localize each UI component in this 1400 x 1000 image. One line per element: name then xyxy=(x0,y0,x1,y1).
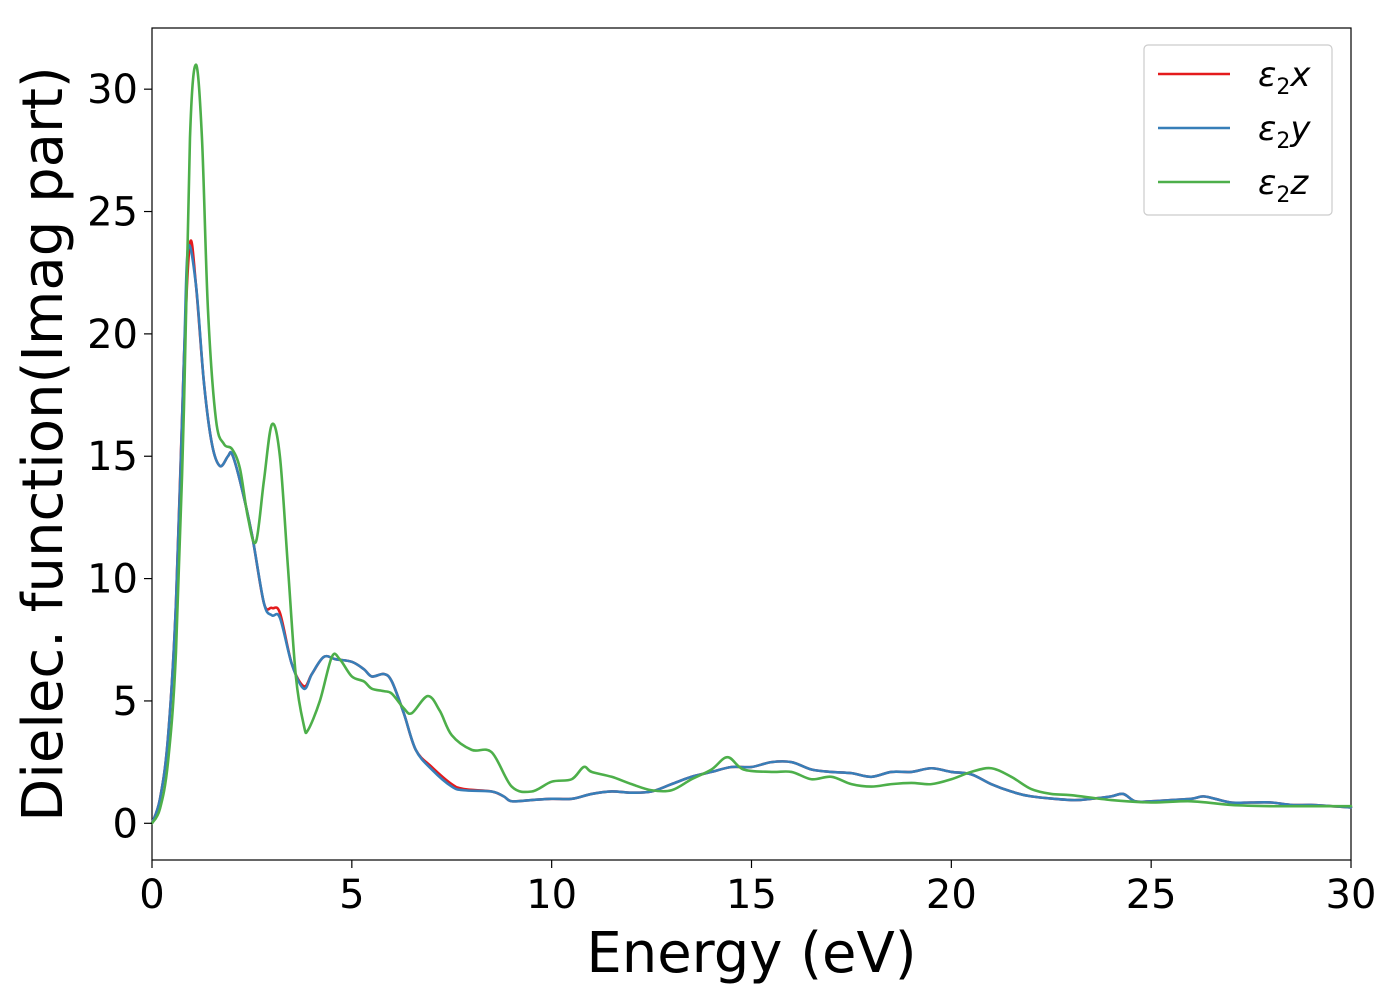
series-layer xyxy=(150,63,1353,825)
x-tick-label: 25 xyxy=(1126,872,1177,918)
x-tick-label: 10 xyxy=(526,872,577,918)
legend-label-z: ε2z xyxy=(1258,163,1309,208)
x-tick-label: 30 xyxy=(1326,872,1377,918)
x-tick-label: 0 xyxy=(139,872,164,918)
x-tick-label: 20 xyxy=(926,872,977,918)
y-tick-label: 0 xyxy=(113,801,138,847)
legend-label-y: ε2y xyxy=(1258,109,1311,154)
x-tick-label: 15 xyxy=(726,872,777,918)
y-tick-label: 20 xyxy=(87,312,138,358)
y-tick-label: 30 xyxy=(87,67,138,113)
legend-box xyxy=(1143,44,1333,216)
x-axis-title: Energy (eV) xyxy=(586,921,916,986)
x-axis-ticks: 0 5 10 15 20 25 30 xyxy=(139,860,1376,918)
y-axis-ticks: 0 5 10 15 20 25 30 xyxy=(87,67,152,847)
series-line-x xyxy=(150,239,1353,825)
x-tick-label: 5 xyxy=(339,872,364,918)
y-tick-label: 25 xyxy=(87,190,138,236)
series-line-y xyxy=(150,244,1353,825)
legend-label-x: ε2x xyxy=(1258,55,1311,100)
series-line-z xyxy=(150,63,1353,825)
y-tick-label: 15 xyxy=(87,434,138,480)
plot-area: 0 5 10 15 20 25 30 0 5 10 15 20 25 30 xyxy=(87,27,1376,918)
y-axis-title: Dielec. function(Imag part) xyxy=(11,66,76,822)
y-tick-label: 5 xyxy=(113,679,138,725)
legend: ε2x ε2y ε2z xyxy=(1143,44,1333,216)
y-tick-label: 10 xyxy=(87,557,138,603)
